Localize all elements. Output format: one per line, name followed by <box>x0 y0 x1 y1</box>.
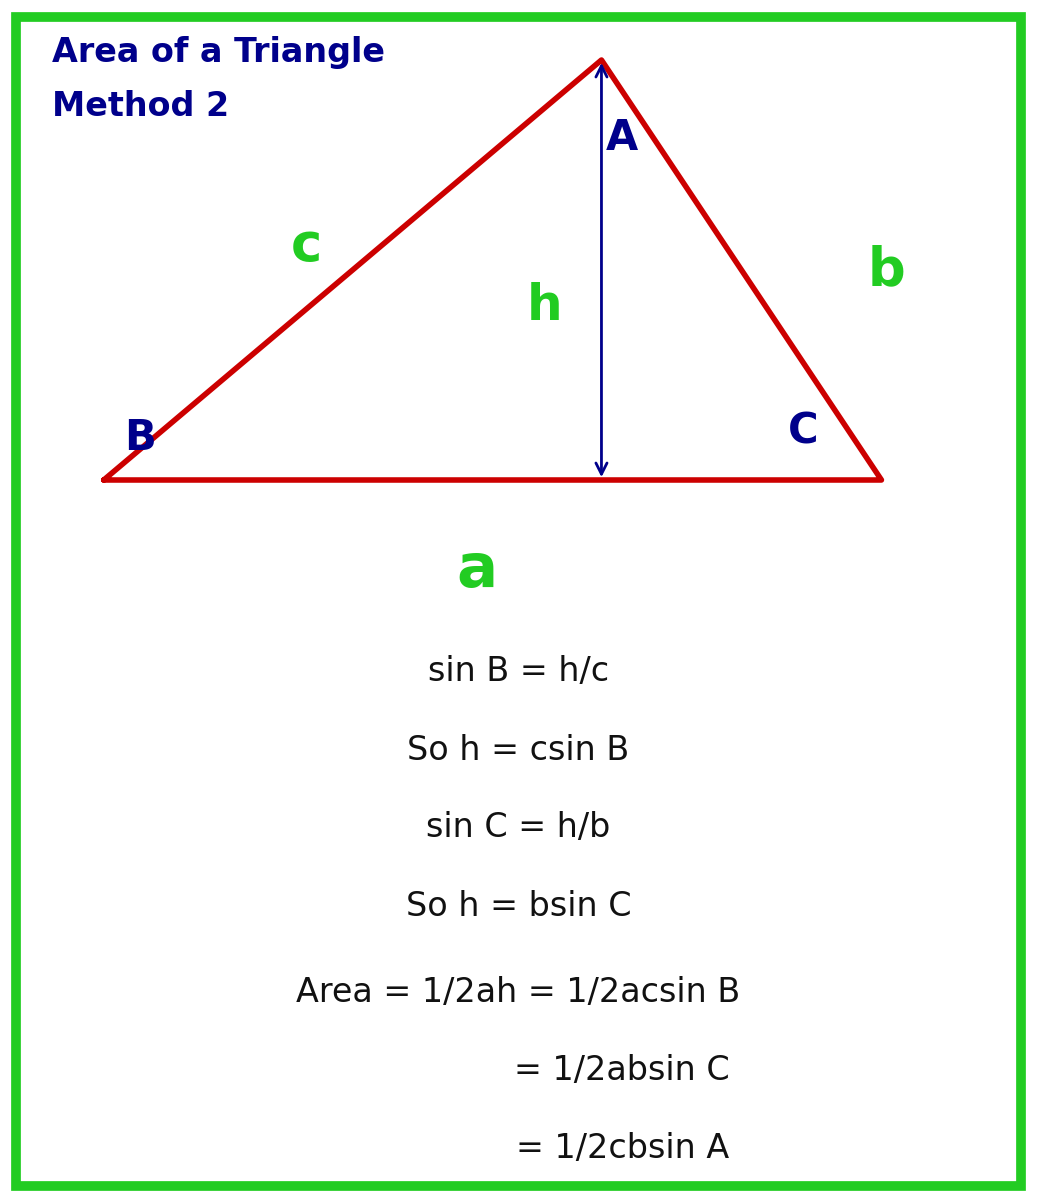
Text: C: C <box>788 410 819 452</box>
Text: = 1/2cbsin A: = 1/2cbsin A <box>515 1132 729 1165</box>
Text: Area = 1/2ah = 1/2acsin B: Area = 1/2ah = 1/2acsin B <box>297 976 740 1009</box>
Text: sin C = h/b: sin C = h/b <box>426 811 611 845</box>
Text: Method 2: Method 2 <box>52 90 229 122</box>
Text: b: b <box>868 244 905 296</box>
Text: = 1/2absin C: = 1/2absin C <box>514 1054 730 1087</box>
Text: So h = csin B: So h = csin B <box>408 733 629 767</box>
Text: a: a <box>456 540 498 600</box>
Text: A: A <box>606 116 639 158</box>
Text: B: B <box>124 416 156 458</box>
Text: Area of a Triangle: Area of a Triangle <box>52 36 385 68</box>
Text: c: c <box>290 220 321 272</box>
Text: So h = bsin C: So h = bsin C <box>405 889 632 923</box>
Text: sin B = h/c: sin B = h/c <box>428 655 609 689</box>
Text: h: h <box>527 282 562 330</box>
